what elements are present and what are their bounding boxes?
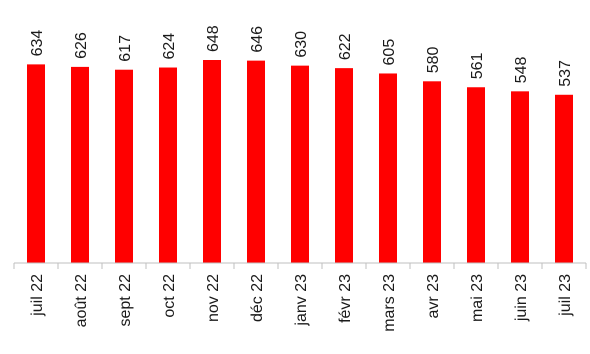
bar <box>335 68 353 263</box>
bar-value-label: 634 <box>29 30 46 57</box>
bar <box>423 81 441 264</box>
bar-value-label: 561 <box>469 52 486 79</box>
bar-value-label: 624 <box>161 33 178 60</box>
x-tick-label: juil 22 <box>29 274 46 317</box>
x-tick-label: juil 23 <box>557 274 574 317</box>
bar <box>511 91 529 263</box>
bars-layer <box>27 60 573 264</box>
bar <box>115 69 133 263</box>
bar <box>555 94 573 263</box>
bar-value-label: 648 <box>205 25 222 52</box>
bar-value-label: 626 <box>73 32 90 59</box>
bar <box>467 87 485 263</box>
x-tick-label: mai 23 <box>469 274 486 322</box>
bar-value-label: 622 <box>337 33 354 60</box>
bar <box>27 64 45 263</box>
bar <box>203 60 221 263</box>
x-tick-label: sept 22 <box>117 274 134 327</box>
x-tick-label: août 22 <box>73 274 90 327</box>
x-tick-label: déc 22 <box>249 274 266 322</box>
x-tick-label: mars 23 <box>381 274 398 332</box>
x-tick-label: nov 22 <box>205 274 222 322</box>
x-tick-label: févr 23 <box>337 274 354 323</box>
value-labels-layer: 634 626 617 624 648 646 630 622 605 580 561 548 537 <box>29 25 574 87</box>
bar-value-label: 617 <box>117 35 134 62</box>
bar <box>247 60 265 264</box>
bar-value-label: 646 <box>249 26 266 53</box>
bar <box>159 67 177 263</box>
bar <box>291 65 309 263</box>
x-tick-label: janv 23 <box>293 274 310 327</box>
x-tick-label: juin 23 <box>513 274 530 322</box>
x-tick-label: avr 23 <box>425 274 442 319</box>
bar-value-label: 537 <box>557 60 574 87</box>
x-tick-labels: juil 22 août 22 sept 22 oct 22 nov 22 déc 22 j… <box>29 274 574 332</box>
bar-value-label: 548 <box>513 57 530 84</box>
bar-value-label: 580 <box>425 47 442 74</box>
x-tick-label: oct 22 <box>161 274 178 318</box>
bar-value-label: 605 <box>381 39 398 66</box>
bar <box>71 66 89 264</box>
bar <box>379 73 397 264</box>
x-axis <box>13 262 587 269</box>
bar-value-label: 630 <box>293 31 310 58</box>
